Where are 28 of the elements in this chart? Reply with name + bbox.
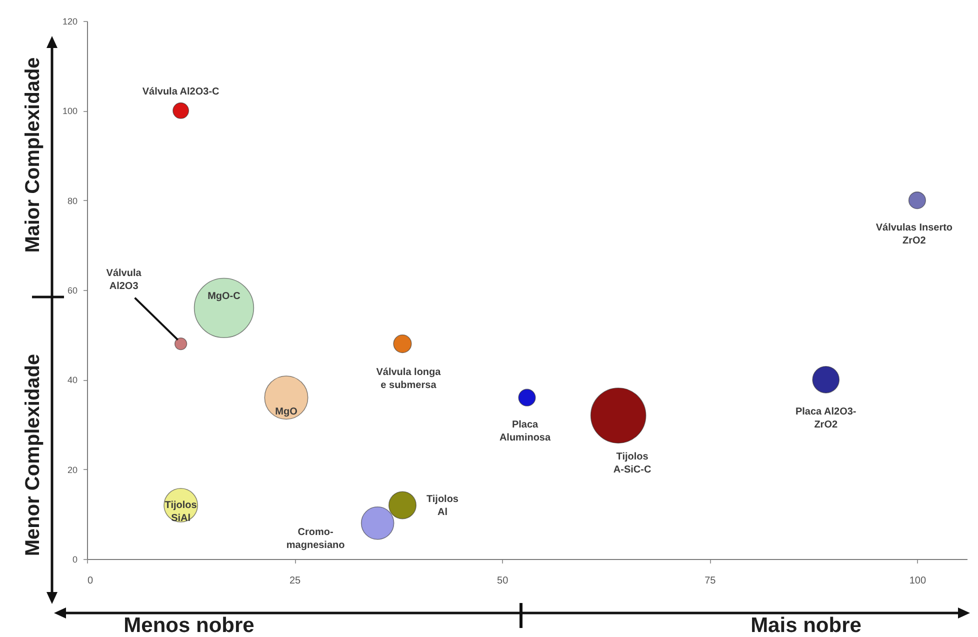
text: Maior Complexidade — [22, 57, 44, 253]
x-tick-label: 50 — [497, 576, 509, 586]
y-tick-label: 60 — [67, 286, 78, 296]
text: Placa Al2O3-ZrO2 — [795, 406, 856, 431]
y-tick-label: 20 — [67, 464, 78, 475]
text: Válvula longa e submersa — [376, 366, 442, 391]
y-tick-label: 100 — [62, 106, 78, 116]
text: Mais nobre — [750, 614, 862, 637]
x-tick-label: 75 — [704, 576, 716, 586]
series-label: Válvula Al2O3-C — [142, 86, 220, 98]
y-tick-label: 0 — [72, 554, 78, 564]
x-tick-label: 0 — [88, 576, 94, 586]
text: Menos nobre — [124, 614, 254, 637]
series-label: MgO-C — [208, 290, 240, 302]
series-label: Tijolos SiAl — [164, 500, 198, 524]
y-tick-label: 40 — [67, 375, 78, 386]
y-tick-label: 120 — [62, 16, 78, 26]
series-label: Tijolos Al — [426, 494, 459, 518]
text: Placa Aluminosa — [499, 420, 551, 444]
x-tick-label: 25 — [289, 576, 302, 586]
series-label: Tijolos A-SiC-C — [613, 452, 652, 476]
text: Menor Complexidade — [22, 354, 44, 556]
y-tick-label: 80 — [67, 196, 78, 206]
series-label: MgO — [275, 406, 298, 418]
series-label: Cromo-magnesiano — [286, 527, 345, 552]
text: Válvulas Inserto ZrO2 — [876, 222, 953, 246]
x-tick-label: 100 — [909, 576, 926, 586]
text: Válvula Al2O3 — [106, 268, 142, 292]
